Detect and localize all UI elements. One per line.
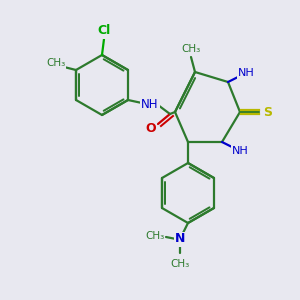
Text: CH₃: CH₃ <box>46 58 66 68</box>
Text: NH: NH <box>141 98 159 110</box>
Text: NH: NH <box>232 146 248 156</box>
Text: CH₃: CH₃ <box>170 259 190 269</box>
Text: CH₃: CH₃ <box>182 44 201 54</box>
Text: S: S <box>263 106 272 118</box>
Text: NH: NH <box>238 68 254 78</box>
Text: Cl: Cl <box>98 25 111 38</box>
Text: N: N <box>175 232 185 245</box>
Text: CH₃: CH₃ <box>146 231 165 241</box>
Text: O: O <box>146 122 156 136</box>
